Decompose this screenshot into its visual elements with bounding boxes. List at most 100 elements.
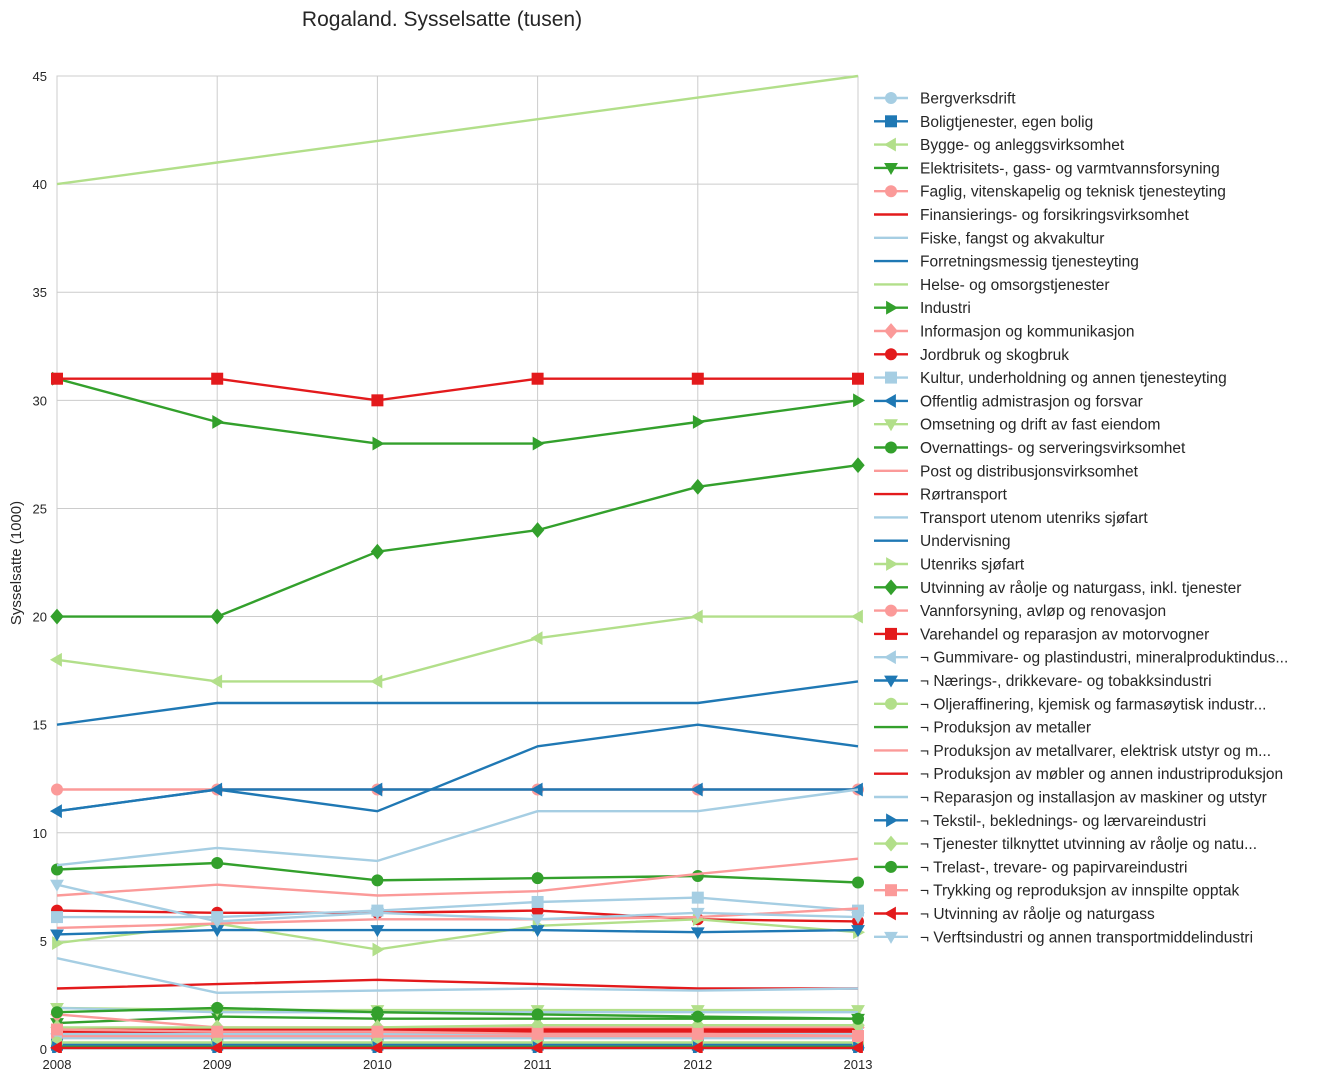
data-point — [691, 478, 705, 495]
legend-entry: Rørtransport — [874, 487, 1008, 504]
legend-label: ¬ Nærings-, drikkevare- og tobakksindust… — [920, 673, 1212, 690]
data-point — [530, 1041, 543, 1053]
y-tick-label: 5 — [40, 934, 47, 949]
data-point — [51, 911, 63, 924]
series-33 — [51, 1001, 864, 1025]
data-point — [210, 608, 224, 625]
legend-entry: Vannforsyning, avløp og renovasjon — [874, 603, 1166, 620]
series-line — [56, 857, 859, 897]
legend-label: Industri — [920, 300, 971, 317]
series-line — [56, 680, 859, 726]
data-point — [531, 1027, 544, 1040]
legend-entry: Elektrisitets-, gass- og varmtvannsforsy… — [874, 160, 1220, 177]
legend-marker — [885, 860, 897, 873]
data-point — [851, 925, 865, 938]
legend-entry: ¬ Oljeraffinering, kjemisk og farmasøyti… — [874, 696, 1266, 713]
legend-label: ¬ Produksjon av møbler og annen industri… — [920, 766, 1283, 783]
legend-label: Boligtjenester, egen bolig — [920, 114, 1093, 131]
legend-marker — [884, 579, 898, 596]
data-point — [852, 876, 864, 889]
legend-label: Faglig, vitenskapelig og teknisk tjenest… — [920, 184, 1226, 201]
legend-label: Varehandel og reparasjon av motorvogner — [920, 626, 1209, 643]
data-point — [370, 1041, 383, 1053]
data-point — [530, 631, 543, 646]
legend-label: ¬ Trelast-, trevare- og papirvareindustr… — [920, 859, 1188, 876]
series-16 — [56, 857, 859, 897]
legend-entry: Helse- og omsorgstjenester — [874, 277, 1110, 294]
legend-label: Utenriks sjøfart — [920, 557, 1025, 574]
legend-entry: Bygge- og anleggsvirksomhet — [874, 137, 1125, 154]
series-line — [56, 883, 859, 923]
x-tick-label: 2013 — [844, 1057, 873, 1072]
data-point — [691, 891, 704, 904]
legend-marker — [884, 323, 898, 339]
legend-marker — [885, 92, 897, 104]
series-line — [57, 1024, 858, 1029]
data-point — [370, 907, 385, 920]
legend: Bergverksdrift Boligtjenester, egen bolig… — [874, 91, 1288, 946]
series-34 — [51, 1023, 864, 1043]
data-point — [370, 543, 385, 560]
series-21 — [50, 457, 865, 625]
data-point — [691, 1027, 704, 1040]
data-point — [52, 936, 65, 950]
y-tick-label: 35 — [33, 285, 47, 300]
legend-label: ¬ Tjenester tilknyttet utvinning av råol… — [920, 836, 1257, 853]
data-point — [851, 912, 865, 925]
data-point — [531, 872, 544, 885]
legend-label: Elektrisitets-, gass- og varmtvannsforsy… — [920, 160, 1220, 177]
legend-label: Undervisning — [920, 533, 1010, 550]
series-line — [56, 918, 859, 951]
legend-entry: Varehandel og reparasjon av motorvogner — [874, 626, 1209, 643]
legend-marker — [886, 557, 899, 571]
data-point — [690, 907, 705, 920]
legend-entry: Kultur, underholdning og annen tjenestey… — [874, 370, 1227, 387]
legend-label: ¬ Oljeraffinering, kjemisk og farmasøyti… — [920, 696, 1266, 713]
data-point — [531, 1008, 544, 1021]
series-line — [56, 909, 859, 923]
legend-label: ¬ Produksjon av metaller — [920, 720, 1091, 737]
x-tick-label: 2009 — [203, 1057, 232, 1072]
data-point — [51, 783, 63, 796]
data-point — [691, 372, 704, 385]
series-36 — [50, 879, 865, 929]
data-point — [371, 874, 384, 887]
legend-marker — [885, 884, 897, 897]
legend-marker — [886, 300, 899, 315]
data-point — [850, 609, 863, 624]
y-tick-label: 25 — [33, 501, 47, 516]
legend-entry: Bergverksdrift — [874, 91, 1016, 108]
series-line — [56, 907, 859, 930]
data-point — [210, 782, 223, 797]
legend-marker — [883, 650, 896, 665]
legend-entry: Transport utenom utenriks sjøfart — [874, 510, 1148, 527]
data-point — [210, 1041, 223, 1053]
legend-marker — [885, 604, 897, 617]
legend-entry: Jordbruk og skogbruk — [874, 347, 1069, 364]
series-line — [56, 861, 859, 884]
legend-entry: Utvinning av råolje og naturgass, inkl. … — [874, 579, 1241, 597]
legend-label: ¬ Reparasjon og installasjon av maskiner… — [920, 790, 1267, 807]
legend-entry: ¬ Trelast-, trevare- og papirvareindustr… — [874, 859, 1188, 876]
series-line — [56, 928, 859, 936]
data-point — [851, 457, 865, 474]
axes: 0 5 10 15 20 25 30 35 40 45 2008 2009 2010 2011 2012 20… — [33, 69, 873, 1072]
legend-label: ¬ Tekstil-, beklednings- og lærvareindus… — [920, 813, 1206, 830]
legend-entry: Fiske, fangst og akvakultur — [874, 230, 1104, 247]
x-tick-label: 2010 — [363, 1057, 392, 1072]
data-point — [850, 1041, 863, 1053]
legend-label: ¬ Gummivare- og plastindustri, mineralpr… — [920, 650, 1288, 667]
legend-label: Offentlig admistrasjon og forsvar — [920, 393, 1143, 410]
legend-label: ¬ Trykking og reproduksjon av innspilte … — [920, 883, 1239, 900]
legend-entry: Finansierings- og forsikringsvirksomhet — [874, 207, 1189, 224]
legend-label: Forretningsmessig tjenesteyting — [920, 254, 1139, 271]
data-point — [853, 393, 866, 408]
data-point — [50, 608, 64, 625]
y-tick-label: 0 — [40, 1042, 47, 1057]
data-point — [531, 372, 544, 385]
data-point — [50, 879, 64, 892]
legend-label: Kultur, underholdning og annen tjenestey… — [920, 370, 1227, 387]
legend-entry: Overnattings- og serveringsvirksomhet — [874, 440, 1186, 457]
data-point — [530, 522, 545, 538]
series-2 — [49, 609, 863, 689]
